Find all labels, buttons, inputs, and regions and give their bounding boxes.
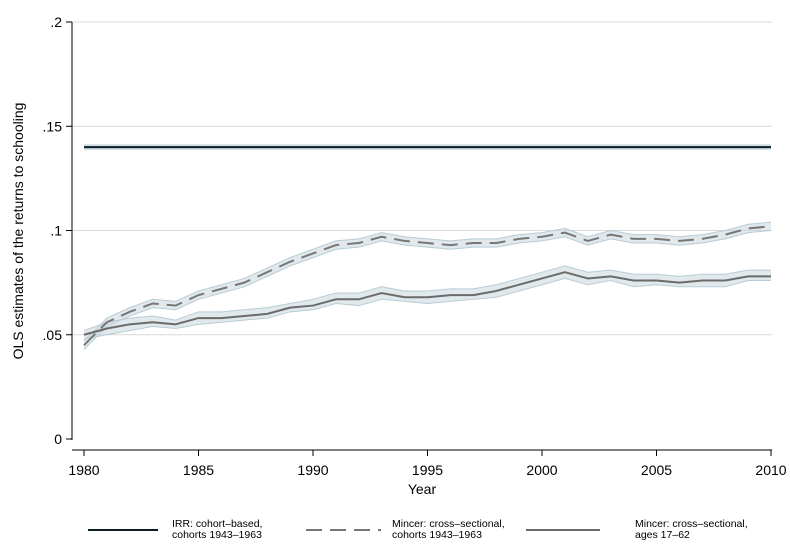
band-upper-edge-2 [83, 221, 772, 342]
series-line-3 [83, 271, 771, 336]
y-tick-label: .2 [50, 14, 62, 30]
y-tick-label: .1 [50, 223, 62, 239]
x-tick-label: 1990 [297, 462, 328, 478]
x-tick-label: 1980 [68, 462, 99, 478]
x-ticks: 1980 1985 1990 1995 2000 2005 2010 [68, 450, 787, 478]
legend: IRR: cohort–based,cohorts 1943–1963Mince… [88, 518, 748, 541]
y-tick-label: .05 [43, 327, 63, 343]
x-tick-label: 1995 [412, 462, 443, 478]
band-lower-edge-3 [83, 277, 771, 340]
legend-label-1: cohorts 1943–1963 [172, 529, 262, 541]
x-tick-label: 1985 [183, 462, 214, 478]
y-gridlines [72, 21, 772, 336]
confidence-bands [83, 144, 772, 350]
y-ticks: 0 .05 .1 .15 .2 [43, 14, 72, 447]
band-lower-edge-2 [83, 230, 772, 350]
legend-label-2: cohorts 1943–1963 [392, 529, 482, 541]
y-tick-label: 0 [54, 431, 62, 447]
series-line-2 [83, 225, 772, 346]
x-tick-label: 2000 [526, 462, 557, 478]
x-axis-title: Year [408, 481, 437, 497]
band-upper-edge-3 [83, 265, 771, 332]
confidence-band-3 [84, 265, 771, 339]
y-tick-label: .15 [43, 118, 63, 134]
legend-label-1: IRR: cohort–based, [172, 518, 262, 530]
legend-label-3: Mincer: cross–sectional, [635, 518, 748, 530]
x-tick-label: 2005 [641, 462, 672, 478]
series-lines [83, 146, 772, 346]
x-tick-label: 2010 [755, 462, 786, 478]
legend-label-2: Mincer: cross–sectional, [392, 518, 505, 530]
y-axis-title: OLS estimates of the returns to schoolin… [10, 103, 26, 360]
legend-label-3: ages 17–62 [635, 529, 690, 541]
